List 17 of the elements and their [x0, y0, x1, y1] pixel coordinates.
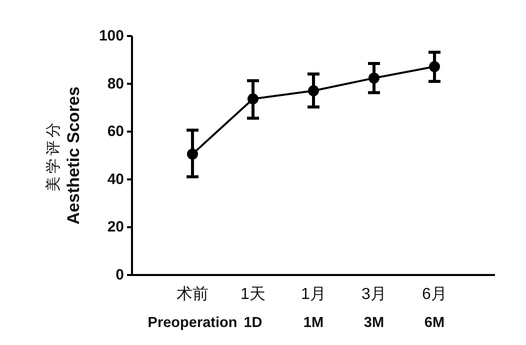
- point: [429, 61, 440, 72]
- y-axis-title: 美学评分 Aesthetic Scores: [45, 86, 83, 224]
- point: [308, 85, 319, 96]
- y-tick-label: 0: [116, 266, 124, 284]
- y-tick-label: 60: [107, 123, 124, 140]
- point: [187, 148, 198, 160]
- y-tick-label: 20: [107, 218, 124, 236]
- point: [368, 72, 380, 84]
- y-tick-label: 40: [107, 170, 124, 188]
- y-tick-label: 80: [107, 75, 124, 92]
- x-tick-label: 3月 3M: [362, 286, 386, 331]
- y-tick-label: 100: [98, 28, 124, 44]
- x-tick-label: 术前 Preoperation: [148, 285, 238, 331]
- x-tick-label: 1天 1D: [240, 286, 266, 331]
- x-tick-label: 1月 1M: [301, 286, 326, 331]
- x-tick-label: 6月 6M: [422, 286, 447, 331]
- point: [248, 93, 258, 104]
